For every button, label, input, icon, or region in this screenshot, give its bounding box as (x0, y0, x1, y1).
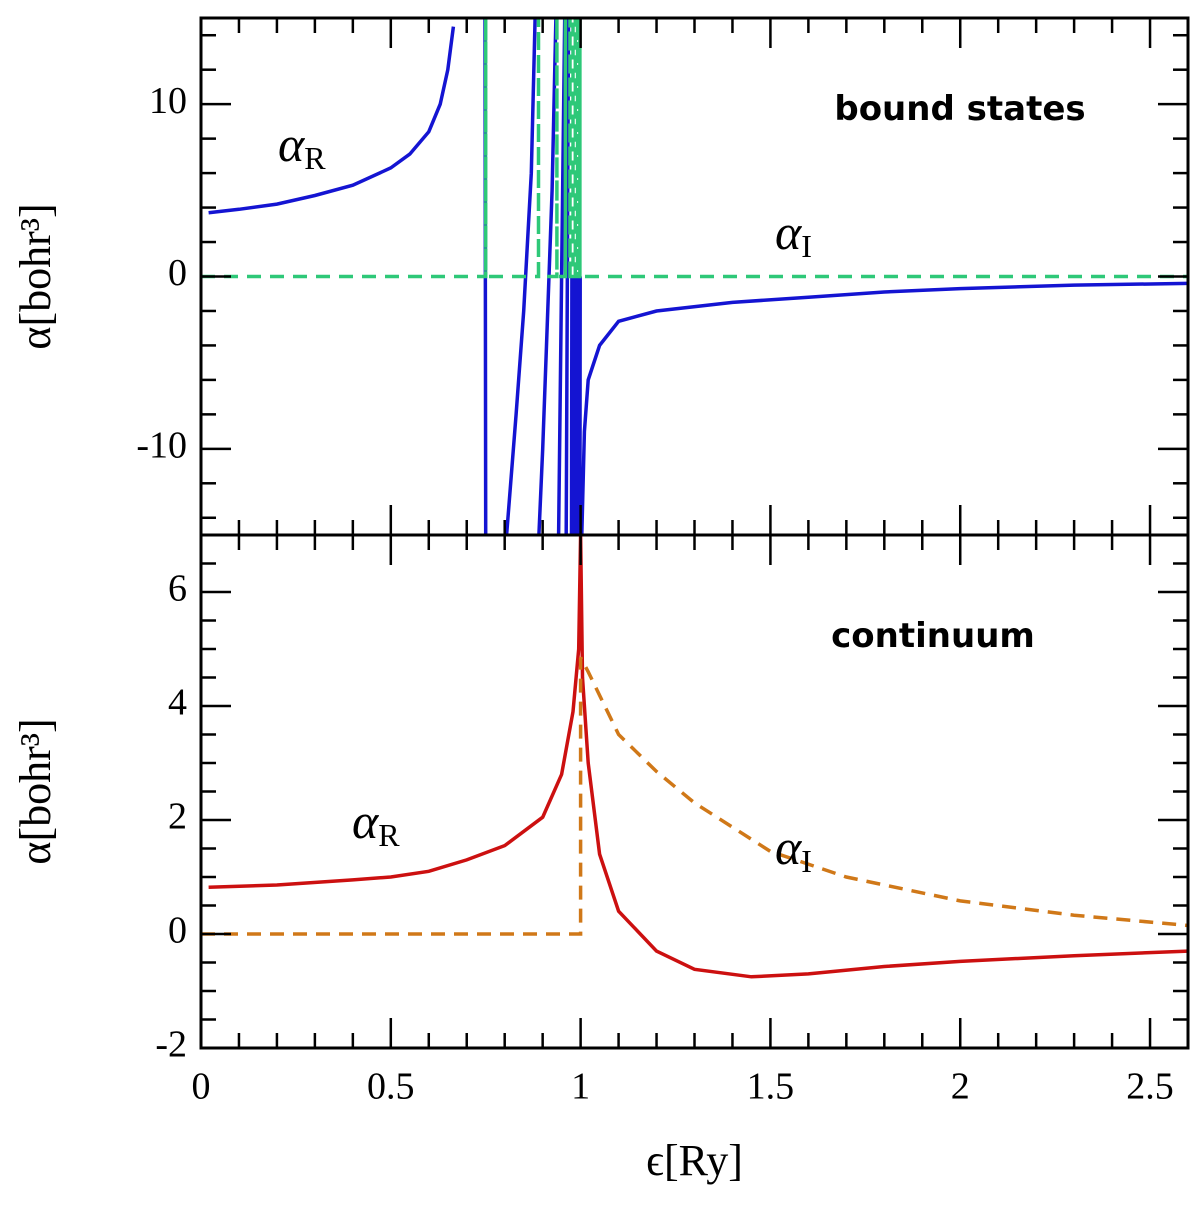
annotation-sub: I (801, 843, 812, 879)
annotation: continuum (831, 616, 1035, 656)
x-tick-label: 0.5 (367, 1066, 415, 1108)
series-line (201, 656, 1188, 936)
annotation-text: bound states (834, 89, 1085, 129)
y-axis-label: α[bohr³] (11, 718, 60, 864)
y-tick-label: -2 (155, 1024, 187, 1066)
plot-area (201, 18, 1188, 535)
annotation-sub: R (378, 817, 400, 853)
annotation: αI (775, 204, 812, 264)
x-tick-label: 1 (571, 1066, 590, 1108)
x-tick-label: 2.5 (1126, 1066, 1174, 1108)
plot-area (201, 535, 1188, 979)
annotation-text: α (775, 819, 803, 875)
annotation: bound states (834, 89, 1085, 129)
annotation: αR (278, 116, 326, 176)
annotation-text: continuum (831, 616, 1035, 656)
y-axis-label: α[bohr³] (11, 203, 60, 349)
axes-frame (199, 533, 1190, 1050)
annotation-text: α (278, 116, 306, 172)
y-tick-label: 0 (168, 910, 187, 952)
y-tick-label: 10 (149, 80, 187, 122)
series-line (208, 535, 1188, 979)
y-tick-label: 6 (168, 568, 187, 610)
x-axis-label: ϵ[Ry] (646, 1136, 743, 1185)
y-tick-label: -10 (136, 425, 187, 467)
y-tick-label: 2 (168, 796, 187, 838)
annotation: αR (352, 793, 400, 853)
annotation: αI (775, 819, 812, 879)
x-tick-label: 1.5 (747, 1066, 795, 1108)
annotation-sub: I (801, 228, 812, 264)
annotation-sub: R (304, 140, 326, 176)
x-tick-label: 2 (951, 1066, 970, 1108)
series-line (201, 18, 1188, 279)
y-tick-label: 0 (168, 252, 187, 294)
annotation-text: α (352, 793, 380, 849)
x-tick-label: 0 (192, 1066, 211, 1108)
y-tick-label: 4 (168, 682, 187, 724)
annotation-text: α (775, 204, 803, 260)
